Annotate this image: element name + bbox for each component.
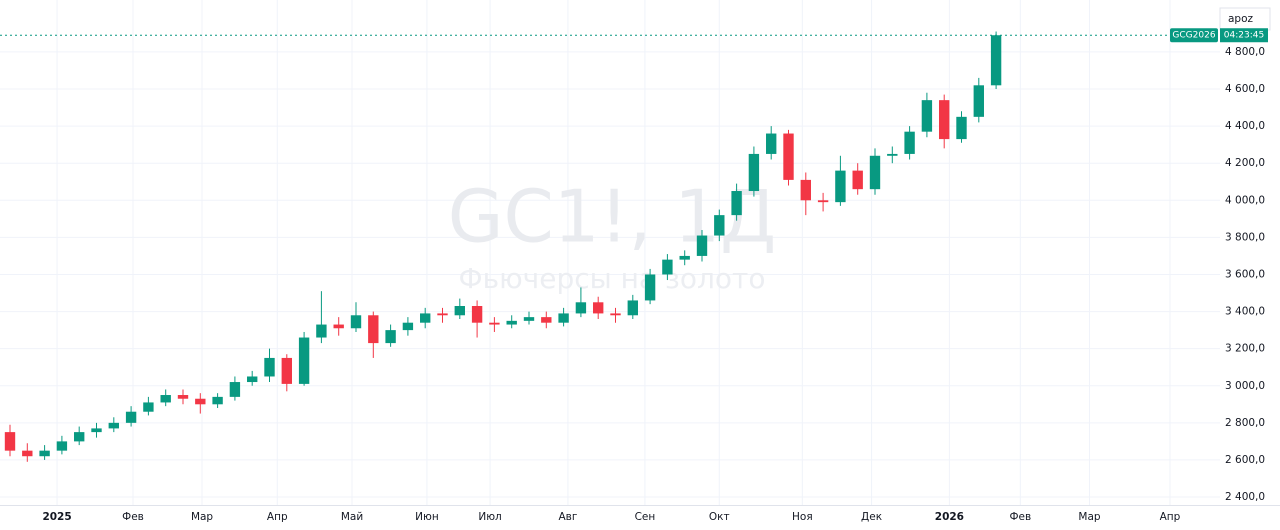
candle-body (471, 306, 483, 323)
symbol-badge (1170, 28, 1218, 43)
candle-body (593, 302, 604, 314)
x-tick-label: Сен (635, 511, 656, 523)
candle-body (39, 450, 50, 457)
candle-body (817, 200, 829, 203)
x-tick-label: Окт (709, 511, 730, 523)
watermark-title: GC1!, 1Д (448, 175, 777, 259)
candle-body (125, 411, 137, 423)
countdown: 04:23:45 (1224, 31, 1264, 41)
candle-body (904, 131, 915, 154)
y-tick-label: 3 200,0 (1225, 343, 1265, 355)
candle-body (783, 133, 794, 180)
candle-body (558, 313, 569, 323)
candle-body (74, 432, 85, 442)
y-tick-label: 2 400,0 (1225, 491, 1265, 503)
x-tick-label: Авг (558, 511, 577, 523)
candle-body (316, 324, 327, 338)
candle-body (143, 402, 154, 412)
candle-body (662, 259, 673, 275)
candle-body (195, 398, 206, 405)
candle-body (679, 255, 690, 260)
y-tick-label: 3 800,0 (1225, 231, 1265, 243)
candle-body (420, 313, 431, 323)
countdown-badge (1220, 28, 1268, 43)
candle-body (385, 330, 396, 344)
candle-body (264, 357, 275, 377)
candle-body (731, 191, 742, 216)
candle-body (368, 315, 379, 344)
candle-body (4, 432, 16, 451)
x-tick-label: Апр (1160, 511, 1181, 523)
watermark-subtitle: Фьючерсы на золото (459, 262, 766, 295)
symbol-label: GCG2026 (1172, 31, 1215, 41)
candle-body (489, 322, 500, 325)
candle-body (454, 306, 465, 316)
candle-body (437, 313, 448, 316)
y-tick-label: 2 600,0 (1225, 454, 1265, 466)
x-tick-label: Фев (1009, 511, 1031, 523)
y-tick-label: 4 400,0 (1225, 120, 1265, 132)
candle-body (696, 235, 708, 256)
candle-body (973, 85, 984, 117)
y-tick-label: 3 600,0 (1225, 268, 1265, 280)
x-tick-label: Ноя (792, 511, 813, 523)
x-tick-label: 2025 (42, 511, 71, 523)
y-tick-label: 4 800,0 (1225, 46, 1265, 58)
y-tick-label: 4 000,0 (1225, 194, 1265, 206)
x-tick-label: Мар (191, 511, 213, 523)
candle-body (298, 337, 310, 384)
candle-body (212, 396, 223, 405)
candle-body (91, 428, 102, 433)
candle-body (990, 35, 1002, 86)
candle-body (523, 317, 535, 321)
candle-body (333, 324, 344, 329)
x-tick-label: Май (341, 511, 363, 523)
candle-body (108, 422, 119, 429)
candle-body (56, 441, 68, 451)
candle-body (956, 116, 967, 140)
candle-body (575, 302, 587, 314)
y-tick-label: 4 200,0 (1225, 157, 1265, 169)
candle-body (22, 450, 33, 457)
x-tick-label: Июн (415, 511, 439, 523)
candle-body (229, 382, 241, 397)
corner-text: apoz (1228, 13, 1254, 25)
candle-body (402, 322, 414, 331)
x-tick-label: 2026 (935, 511, 964, 523)
candle-body (766, 133, 777, 154)
plot (4, 31, 1002, 462)
candle-body (281, 357, 292, 384)
x-tick-label: Дек (861, 511, 882, 523)
candle-body (644, 274, 656, 301)
candle-body (247, 376, 258, 383)
y-tick-label: 2 800,0 (1225, 417, 1265, 429)
candle-body (869, 155, 881, 190)
x-tick-label: Апр (267, 511, 288, 523)
candle-body (714, 215, 725, 236)
y-tick-label: 3 000,0 (1225, 380, 1265, 392)
candle-body (939, 100, 950, 140)
candle-body (921, 100, 933, 132)
candle-body (610, 313, 621, 316)
y-tick-label: 4 600,0 (1225, 83, 1265, 95)
candle-body (177, 395, 189, 399)
candle-body (350, 315, 362, 329)
x-tick-label: Фев (122, 511, 144, 523)
x-tick-label: Мар (1078, 511, 1100, 523)
candle-body (160, 395, 171, 403)
candle-body (627, 300, 638, 316)
candle-body (852, 170, 863, 190)
y-tick-label: 3 400,0 (1225, 306, 1265, 318)
grid (0, 0, 1220, 505)
x-tick-label: Июл (478, 511, 501, 523)
candle-body (748, 153, 760, 192)
candle-body (541, 317, 552, 323)
candle-body (887, 153, 898, 156)
candle-body (800, 179, 811, 201)
candle-body (506, 320, 517, 325)
candle-body (835, 170, 846, 203)
